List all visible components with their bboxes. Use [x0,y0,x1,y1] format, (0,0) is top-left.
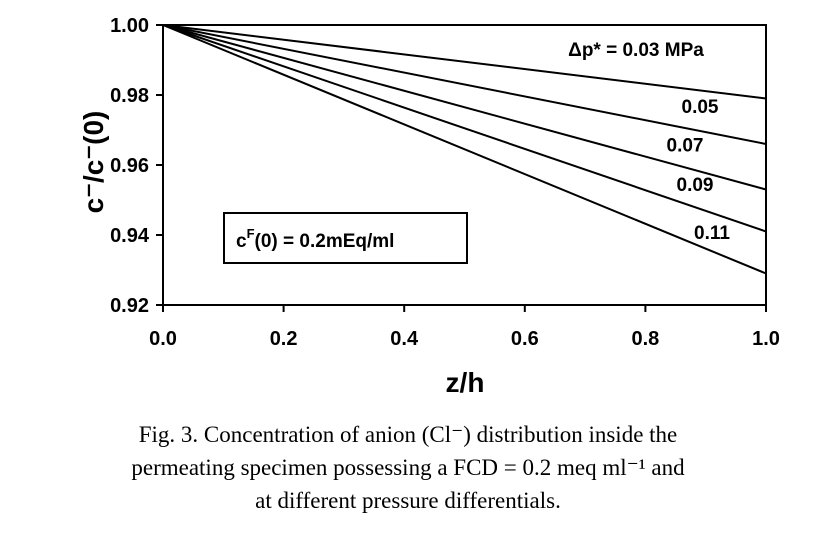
x-tick-label: 0.0 [149,328,177,350]
y-tick-label: 1.00 [110,15,149,37]
series-lines [162,24,767,275]
x-tick-label: 0.8 [631,328,659,350]
annotation-prefix: c [236,231,247,252]
annotation-superscript: F [247,226,255,241]
y-tick-label: 0.92 [110,295,149,317]
series-line-0.05 [162,24,767,145]
y-tick-label: 0.94 [110,225,150,247]
y-tick-label: 0.96 [110,155,149,177]
annotation-rest: (0) = 0.2mEq/ml [255,231,395,252]
x-tick-label: 0.6 [511,328,539,350]
svg-text:cF(0) = 0.2mEq/ml: cF(0) = 0.2mEq/ml [236,226,394,252]
caption-line-2: permeating specimen possessing a FCD = 0… [131,455,685,480]
caption-line-3: at different pressure differentials. [255,488,561,513]
series-labels: Δp* = 0.03 MPa 0.05 0.07 0.09 0.11 [568,40,730,244]
chart: 0.0 0.2 0.4 0.6 0.8 1.0 1.000.980.960.940.92 … [78,15,780,398]
x-tick-label: 0.4 [390,328,419,350]
x-tick-label: 1.0 [752,328,780,350]
x-tick-label: 0.2 [270,328,298,350]
series-label-0.07: 0.07 [667,135,704,156]
y-axis-ticks: 1.00 0.98 0.96 0.94 0.92 [110,15,163,317]
series-line-0.11 [162,24,767,275]
caption-line-1: Fig. 3. Concentration of anion (Cl⁻) dis… [138,422,678,447]
series-label-0.03: Δp* = 0.03 MPa [568,40,704,61]
y-tick-label: 0.98 [110,85,149,107]
y-axis-title: c⁻/c⁻(0) [78,111,109,214]
figure-caption: Fig. 3. Concentration of anion (Cl⁻) dis… [0,418,816,517]
annotation-box: cF(0) = 0.2mEq/ml [223,212,468,264]
x-axis-title: z/h [446,367,485,398]
series-line-0.03 [162,24,767,100]
series-label-0.09: 0.09 [677,175,714,196]
series-label-0.05: 0.05 [682,97,719,118]
x-axis-ticks: 0.0 0.2 0.4 0.6 0.8 1.0 [149,305,780,350]
series-line-0.09 [162,24,767,233]
series-label-0.11: 0.11 [694,223,730,244]
series-line-0.07 [162,24,767,191]
